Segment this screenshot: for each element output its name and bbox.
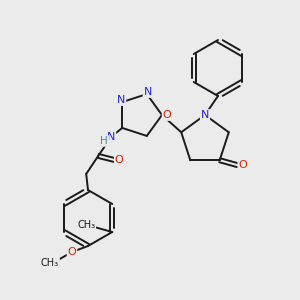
Text: N: N — [144, 87, 152, 97]
Text: N: N — [117, 95, 125, 105]
Text: O: O — [163, 110, 171, 120]
Text: O: O — [115, 155, 124, 165]
Text: O: O — [68, 247, 76, 257]
Text: CH₃: CH₃ — [77, 220, 95, 230]
Text: N: N — [107, 132, 116, 142]
Text: CH₃: CH₃ — [41, 258, 59, 268]
Text: H: H — [100, 136, 108, 146]
Text: O: O — [238, 160, 247, 170]
Text: N: N — [201, 110, 209, 120]
